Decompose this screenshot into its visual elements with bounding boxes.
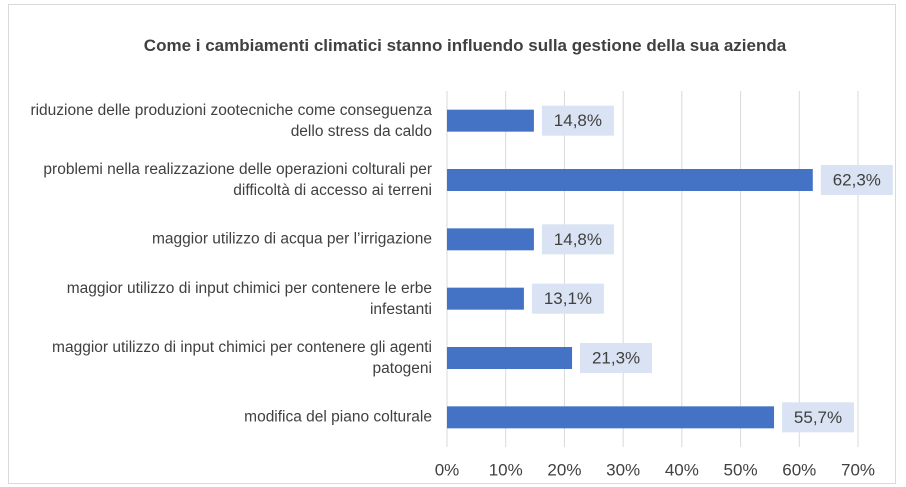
data-label: 55,7% — [794, 408, 842, 427]
bar — [447, 287, 524, 310]
data-label-box — [541, 224, 614, 255]
x-tick-label: 60% — [782, 460, 816, 479]
x-tick-label: 70% — [841, 460, 875, 479]
data-label-box — [580, 343, 653, 373]
data-label: 21,3% — [592, 348, 640, 367]
bar — [447, 347, 573, 369]
y-tick-label: maggior utilizzo di input chimici per co… — [66, 279, 432, 318]
y-tick-label: problemi nella realizzazione delle opera… — [43, 161, 432, 199]
bar — [447, 406, 775, 429]
data-label-box — [541, 105, 614, 136]
data-label-box — [820, 165, 893, 195]
x-tick-label: 0% — [435, 460, 460, 479]
data-label-box — [531, 283, 604, 314]
bar — [447, 169, 813, 191]
chart-title: Come i cambiamenti climatici stanno infl… — [143, 36, 787, 55]
x-tick-label: 50% — [724, 460, 758, 479]
y-tick-label: riduzione delle produzioni zootecniche c… — [30, 101, 432, 140]
chart-border — [8, 4, 896, 484]
y-tick-label: maggior utilizzo di acqua per l’irrigazi… — [152, 230, 432, 248]
data-label: 14,8% — [554, 111, 602, 130]
x-tick-label: 10% — [489, 460, 523, 479]
data-label: 62,3% — [833, 170, 881, 189]
y-tick-label: maggior utilizzo di input chimici per co… — [52, 339, 432, 377]
x-tick-label: 20% — [547, 460, 581, 479]
bar — [447, 228, 534, 251]
y-tick-label: modifica del piano colturale — [244, 408, 432, 426]
data-label-box — [782, 402, 855, 433]
data-label: 13,1% — [544, 289, 592, 308]
bar — [447, 109, 534, 132]
x-tick-label: 40% — [665, 460, 699, 479]
data-label: 14,8% — [554, 230, 602, 249]
x-tick-label: 30% — [606, 460, 640, 479]
